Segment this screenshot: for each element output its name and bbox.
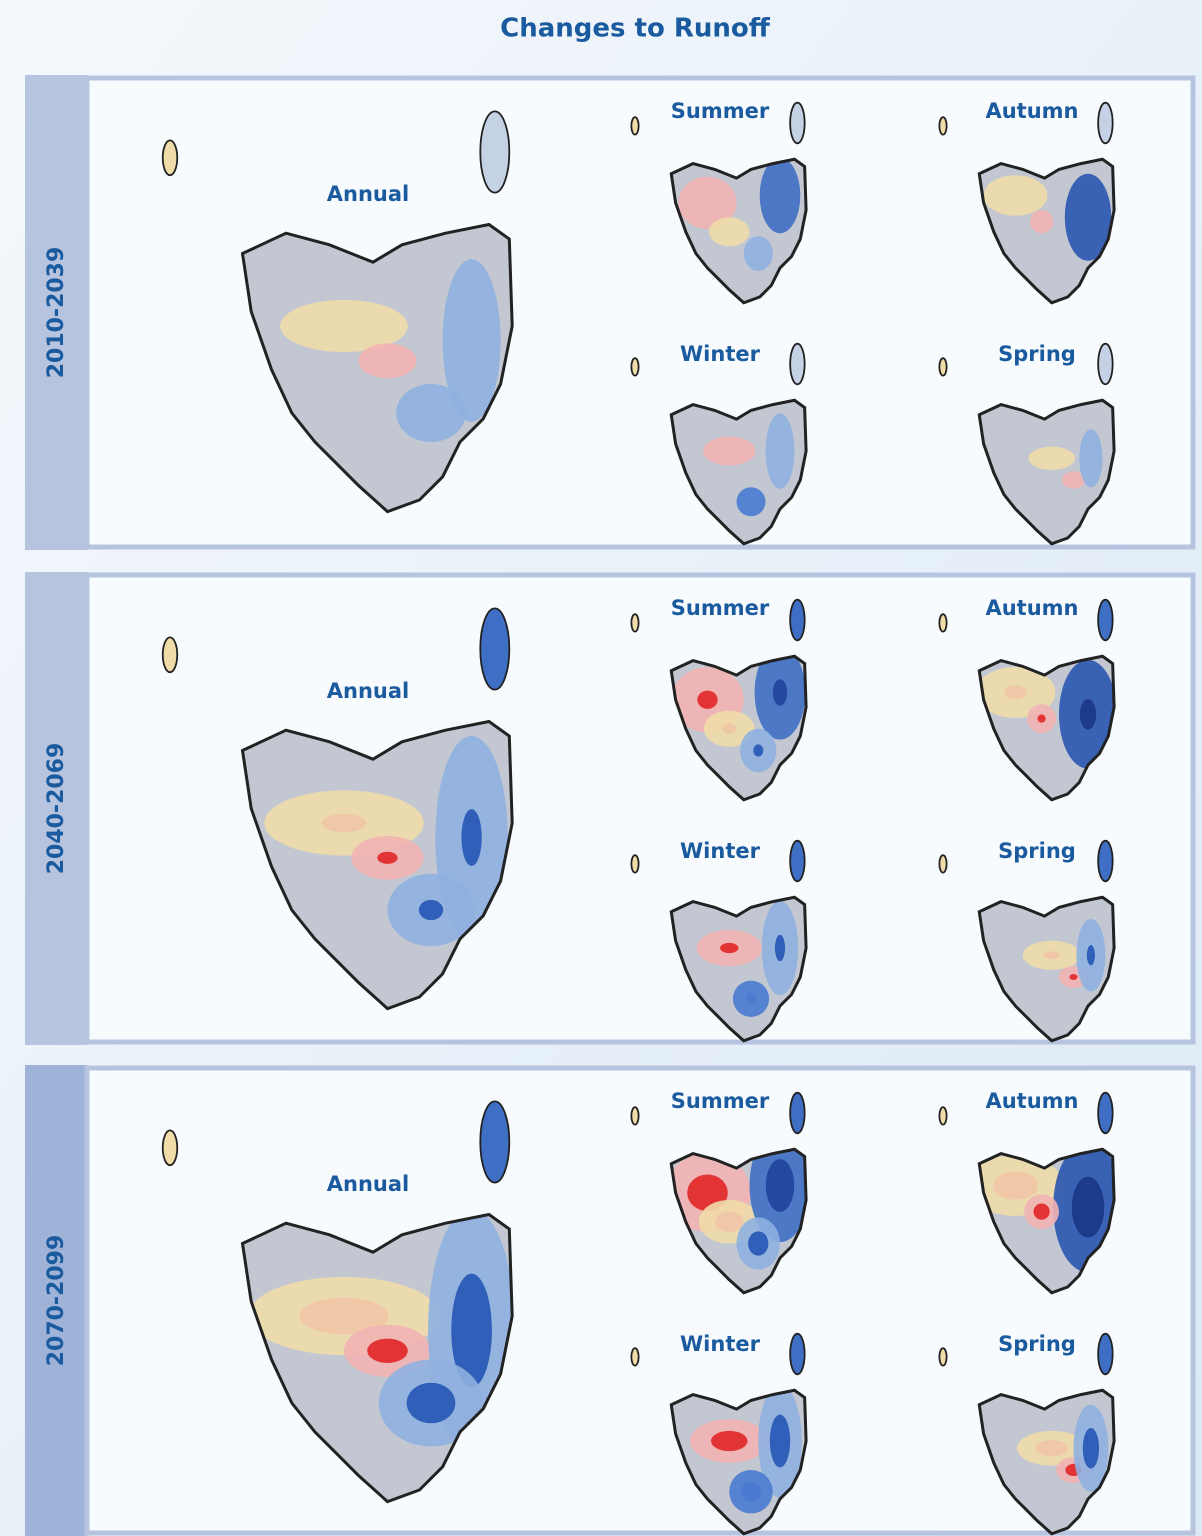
runoff-zone-strong bbox=[367, 1339, 408, 1363]
runoff-zone-strong bbox=[1033, 1203, 1049, 1219]
runoff-zone-strong bbox=[741, 1482, 761, 1502]
runoff-zone-strong bbox=[1004, 685, 1026, 699]
map-label: Autumn bbox=[985, 1089, 1078, 1113]
runoff-zone-strong bbox=[748, 1231, 768, 1255]
map-label: Spring bbox=[998, 342, 1076, 366]
map-label: Summer bbox=[671, 99, 770, 123]
flinders-island bbox=[480, 1101, 509, 1182]
runoff-zone bbox=[396, 384, 466, 442]
runoff-zone-strong bbox=[1044, 951, 1060, 959]
period-panel: 2070-2099 Annual Summer Autumn Winter Spring bbox=[25, 1065, 1193, 1536]
runoff-zone-strong bbox=[715, 1212, 743, 1232]
map-label: Winter bbox=[680, 342, 761, 366]
runoff-zone bbox=[766, 413, 795, 488]
runoff-zone-strong bbox=[773, 679, 787, 705]
figure-title: Changes to Runoff bbox=[500, 14, 771, 44]
runoff-zone-strong bbox=[1036, 1440, 1068, 1456]
flinders-island bbox=[1098, 1334, 1113, 1375]
king-island bbox=[631, 117, 638, 134]
king-island bbox=[939, 855, 946, 872]
runoff-zone-strong bbox=[322, 814, 367, 832]
runoff-zone-strong bbox=[722, 724, 736, 734]
runoff-zone-strong bbox=[419, 900, 443, 920]
runoff-zone-strong bbox=[461, 809, 481, 866]
runoff-zone-strong bbox=[1072, 1177, 1104, 1238]
king-island bbox=[163, 1130, 178, 1165]
runoff-zone bbox=[359, 343, 417, 378]
runoff-zone-strong bbox=[770, 1415, 790, 1468]
runoff-zone-strong bbox=[775, 935, 785, 961]
runoff-zone-strong bbox=[697, 691, 717, 709]
map-label: Winter bbox=[680, 1332, 761, 1356]
flinders-island bbox=[790, 1334, 805, 1375]
map-label: Autumn bbox=[985, 596, 1078, 620]
map-label: Spring bbox=[998, 839, 1076, 863]
runoff-zone-strong bbox=[1038, 715, 1046, 723]
period-label: 2010-2039 bbox=[44, 247, 69, 379]
king-island bbox=[163, 140, 178, 175]
map-label: Annual bbox=[327, 679, 409, 703]
king-island bbox=[939, 1348, 946, 1365]
flinders-island bbox=[1098, 1093, 1113, 1134]
map-label: Autumn bbox=[985, 99, 1078, 123]
runoff-zone-strong bbox=[1087, 945, 1095, 965]
period-label: 2070-2099 bbox=[44, 1235, 69, 1367]
period-label: 2040-2069 bbox=[44, 743, 69, 875]
flinders-island bbox=[1098, 841, 1113, 882]
flinders-island bbox=[790, 103, 805, 144]
king-island bbox=[631, 1348, 638, 1365]
king-island bbox=[631, 855, 638, 872]
king-island bbox=[939, 117, 946, 134]
flinders-island bbox=[790, 841, 805, 882]
flinders-island bbox=[480, 111, 509, 192]
period-panel: 2010-2039 Annual Summer Autumn Winter Spring bbox=[25, 75, 1193, 553]
runoff-zone bbox=[709, 217, 750, 246]
runoff-zone-strong bbox=[1069, 974, 1077, 980]
runoff-zone-strong bbox=[766, 1159, 794, 1212]
runoff-zone-strong bbox=[711, 1431, 748, 1451]
flinders-island bbox=[1098, 344, 1113, 385]
king-island bbox=[631, 1107, 638, 1124]
runoff-zone bbox=[1030, 210, 1053, 233]
map-label: Annual bbox=[327, 1172, 409, 1196]
map-label: Summer bbox=[671, 1089, 770, 1113]
runoff-zone-strong bbox=[993, 1171, 1038, 1199]
flinders-island bbox=[790, 344, 805, 385]
runoff-zone bbox=[984, 175, 1048, 216]
runoff-zone-strong bbox=[407, 1383, 456, 1424]
runoff-zone-strong bbox=[746, 994, 756, 1004]
king-island bbox=[939, 358, 946, 375]
flinders-island bbox=[790, 600, 805, 641]
map-label: Annual bbox=[327, 182, 409, 206]
period-panel: 2040-2069 Annual Summer Autumn Winter Spring bbox=[25, 572, 1193, 1050]
map-label: Spring bbox=[998, 1332, 1076, 1356]
king-island bbox=[939, 1107, 946, 1124]
king-island bbox=[631, 614, 638, 631]
flinders-island bbox=[1098, 103, 1113, 144]
runoff-zone bbox=[1029, 447, 1075, 470]
runoff-zone bbox=[737, 487, 766, 516]
runoff-zone-strong bbox=[753, 744, 763, 756]
runoff-zone-strong bbox=[1083, 1428, 1099, 1469]
runoff-zone bbox=[1079, 429, 1102, 487]
runoff-zone-strong bbox=[720, 943, 738, 953]
king-island bbox=[163, 637, 178, 672]
runoff-zone bbox=[703, 437, 755, 466]
flinders-island bbox=[1098, 600, 1113, 641]
runoff-figure: Changes to Runoff 2010-2039 Annual Summer A… bbox=[0, 0, 1202, 1536]
flinders-island bbox=[790, 1093, 805, 1134]
flinders-island bbox=[480, 608, 509, 689]
map-label: Summer bbox=[671, 596, 770, 620]
runoff-zone-strong bbox=[377, 852, 397, 864]
map-label: Winter bbox=[680, 839, 761, 863]
runoff-zone bbox=[744, 236, 773, 271]
king-island bbox=[631, 358, 638, 375]
runoff-zone-strong bbox=[1080, 699, 1096, 729]
king-island bbox=[939, 614, 946, 631]
runoff-zone bbox=[760, 158, 801, 233]
